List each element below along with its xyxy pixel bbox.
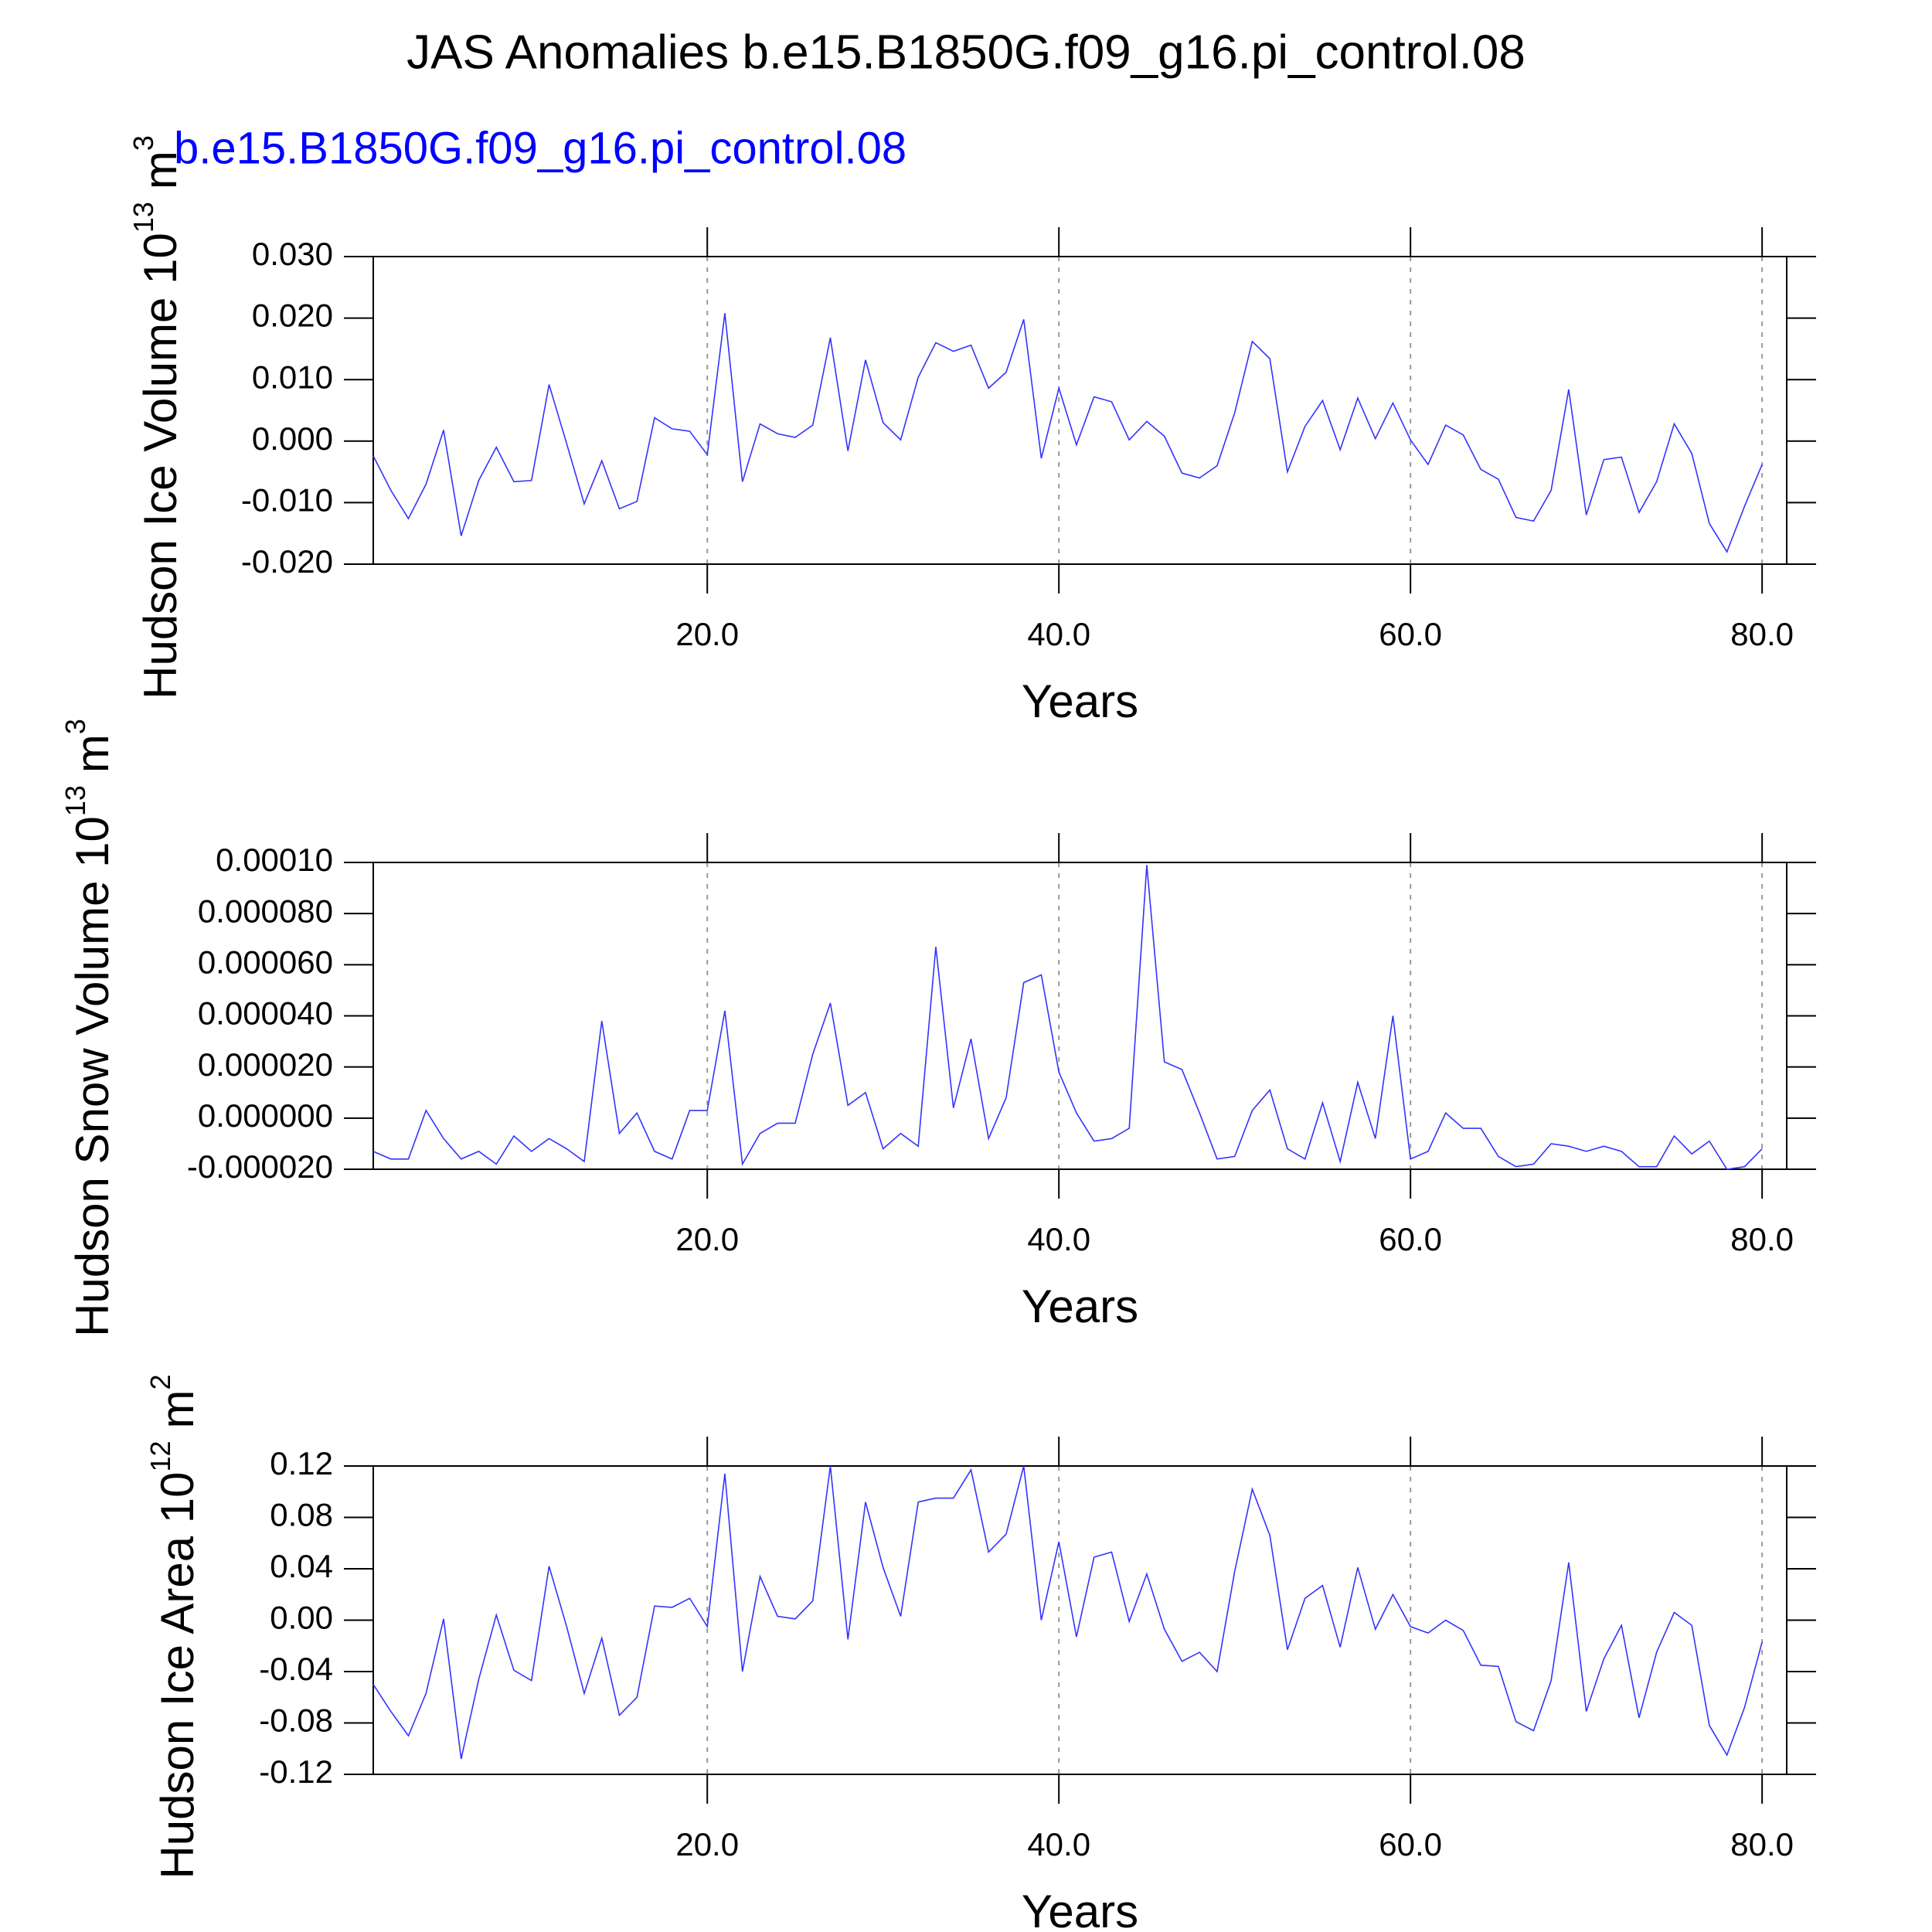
x-tick-label: 20.0: [675, 1826, 739, 1862]
y-tick-label: 0.000080: [198, 893, 333, 929]
y-axis-label-part: Hudson Snow Volume 10: [66, 816, 118, 1337]
y-tick-label: 0.010: [252, 359, 333, 395]
y-axis-label-exponent: 13: [60, 785, 91, 816]
x-tick-label: 20.0: [675, 616, 739, 652]
y-tick-label: 0.000040: [198, 995, 333, 1032]
y-tick-label: 0.000000: [198, 1097, 333, 1134]
y-tick-label: -0.010: [241, 481, 333, 518]
y-tick-label: 0.12: [270, 1445, 333, 1481]
x-tick-label: 60.0: [1379, 1221, 1442, 1257]
x-tick-label: 60.0: [1379, 616, 1442, 652]
y-axis-label: Hudson Snow Volume 1013 m3: [60, 719, 118, 1337]
y-axis-label-part: Hudson Ice Area 10: [151, 1472, 203, 1879]
y-axis-label-part: Hudson Ice Volume 10: [134, 233, 186, 699]
y-axis-label-exponent: 13: [128, 202, 159, 233]
x-axis-label: Years: [1022, 1281, 1138, 1332]
y-tick-label: -0.04: [259, 1651, 333, 1687]
plot-frame: [372, 1465, 1787, 1775]
y-tick-label: 0.000: [252, 420, 333, 457]
plot-frame: [372, 256, 1787, 565]
y-axis-label-exponent: 3: [128, 135, 159, 151]
page-title: JAS Anomalies b.e15.B1850G.f09_g16.pi_co…: [406, 26, 1526, 79]
y-axis-label-part: m: [134, 151, 186, 189]
y-tick-label: 0.00010: [216, 842, 333, 878]
y-tick-label: 0.030: [252, 236, 333, 272]
y-tick-label: 0.08: [270, 1497, 333, 1533]
x-axis-label: Years: [1022, 675, 1138, 727]
data-line: [372, 313, 1763, 553]
y-axis-label-part: m: [151, 1389, 203, 1428]
y-axis-label-exponent: 3: [60, 719, 91, 734]
x-tick-label: 80.0: [1730, 1826, 1794, 1862]
y-axis-label: Hudson Ice Area 1012 m2: [145, 1374, 203, 1879]
y-axis-label-exponent: 2: [145, 1374, 176, 1389]
y-axis-label-part: m: [66, 734, 118, 773]
y-tick-label: -0.12: [259, 1753, 333, 1790]
x-tick-label: 60.0: [1379, 1826, 1442, 1862]
y-axis-label: Hudson Ice Volume 1013 m3: [128, 135, 186, 699]
y-tick-label: 0.04: [270, 1548, 333, 1584]
x-axis-label: Years: [1022, 1886, 1138, 1932]
x-tick-label: 80.0: [1730, 616, 1794, 652]
y-tick-label: -0.000020: [187, 1148, 333, 1185]
x-tick-label: 40.0: [1027, 616, 1090, 652]
y-tick-label: -0.08: [259, 1702, 333, 1739]
y-axis-label-exponent: 12: [145, 1440, 176, 1471]
y-tick-label: 0.00: [270, 1600, 333, 1636]
subtitle: b.e15.B1850G.f09_g16.pi_control.08: [174, 123, 906, 173]
y-tick-label: -0.020: [241, 543, 333, 580]
x-tick-label: 40.0: [1027, 1826, 1090, 1862]
y-tick-label: 0.000060: [198, 944, 333, 980]
x-tick-label: 20.0: [675, 1221, 739, 1257]
data-line: [372, 865, 1763, 1170]
y-tick-label: 0.020: [252, 298, 333, 334]
y-tick-label: 0.000020: [198, 1046, 333, 1083]
x-tick-label: 40.0: [1027, 1221, 1090, 1257]
x-tick-label: 80.0: [1730, 1221, 1794, 1257]
data-line: [372, 1465, 1763, 1760]
plot-frame: [372, 862, 1787, 1170]
